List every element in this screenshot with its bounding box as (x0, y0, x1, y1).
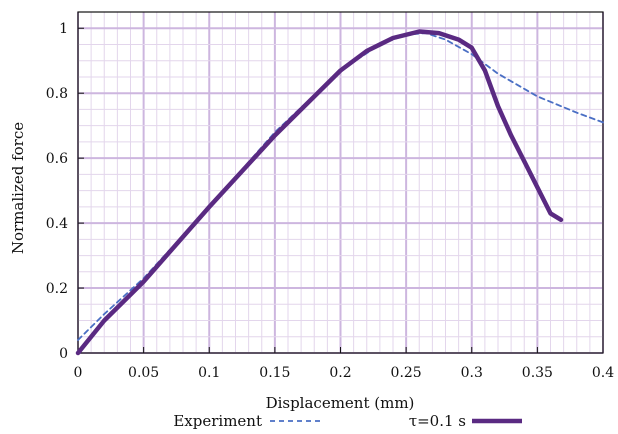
x-tick-label: 0.3 (461, 365, 483, 381)
y-axis-label: Normalized force (9, 122, 27, 254)
x-tick-label: 0 (74, 365, 83, 381)
y-tick-label: 1 (59, 21, 68, 37)
legend-label-experiment: Experiment (173, 412, 262, 430)
x-tick-label: 0.35 (522, 365, 553, 381)
x-tick-label: 0.4 (592, 365, 614, 381)
series-line-tau (75, 29, 564, 356)
legend-label-tau: τ=0.1 s (409, 412, 466, 430)
x-tick-label: 0.15 (259, 365, 290, 381)
x-tick-label: 0.2 (329, 365, 351, 381)
axis-ticks: 0 0.05 0.1 0.15 0.2 0.25 0.3 0.35 0.4 0 0.2 0.4 0.6 0… (46, 21, 614, 381)
y-tick-label: 0.6 (46, 151, 68, 167)
x-tick-label: 0.05 (128, 365, 159, 381)
y-tick-label: 0.4 (46, 216, 68, 232)
y-tick-label: 0 (59, 346, 68, 362)
legend: Experiment τ=0.1 s (173, 412, 522, 430)
grid (77, 11, 604, 354)
x-axis-label: Displacement (mm) (266, 394, 415, 412)
series-layer (75, 29, 604, 356)
x-tick-label: 0.25 (391, 365, 422, 381)
y-tick-label: 0.2 (46, 281, 68, 297)
y-tick-label: 0.8 (46, 86, 68, 102)
x-tick-label: 0.1 (198, 365, 220, 381)
